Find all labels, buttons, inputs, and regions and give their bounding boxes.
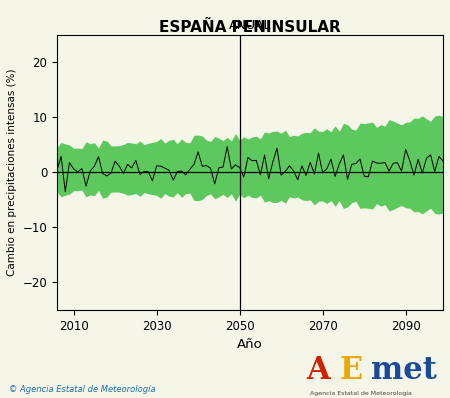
Text: ANUAL: ANUAL <box>229 19 271 32</box>
Text: Agencia Estatal de Meteorología: Agencia Estatal de Meteorología <box>310 390 412 396</box>
X-axis label: Año: Año <box>237 338 263 351</box>
Text: © Agencia Estatal de Meteorología: © Agencia Estatal de Meteorología <box>9 385 156 394</box>
Text: met: met <box>371 355 437 386</box>
Text: A: A <box>306 355 329 386</box>
Title: ESPAÑA PENINSULAR: ESPAÑA PENINSULAR <box>159 20 341 35</box>
Y-axis label: Cambio en precipitaciones intensas (%): Cambio en precipitaciones intensas (%) <box>7 69 17 276</box>
Text: E: E <box>340 355 363 386</box>
